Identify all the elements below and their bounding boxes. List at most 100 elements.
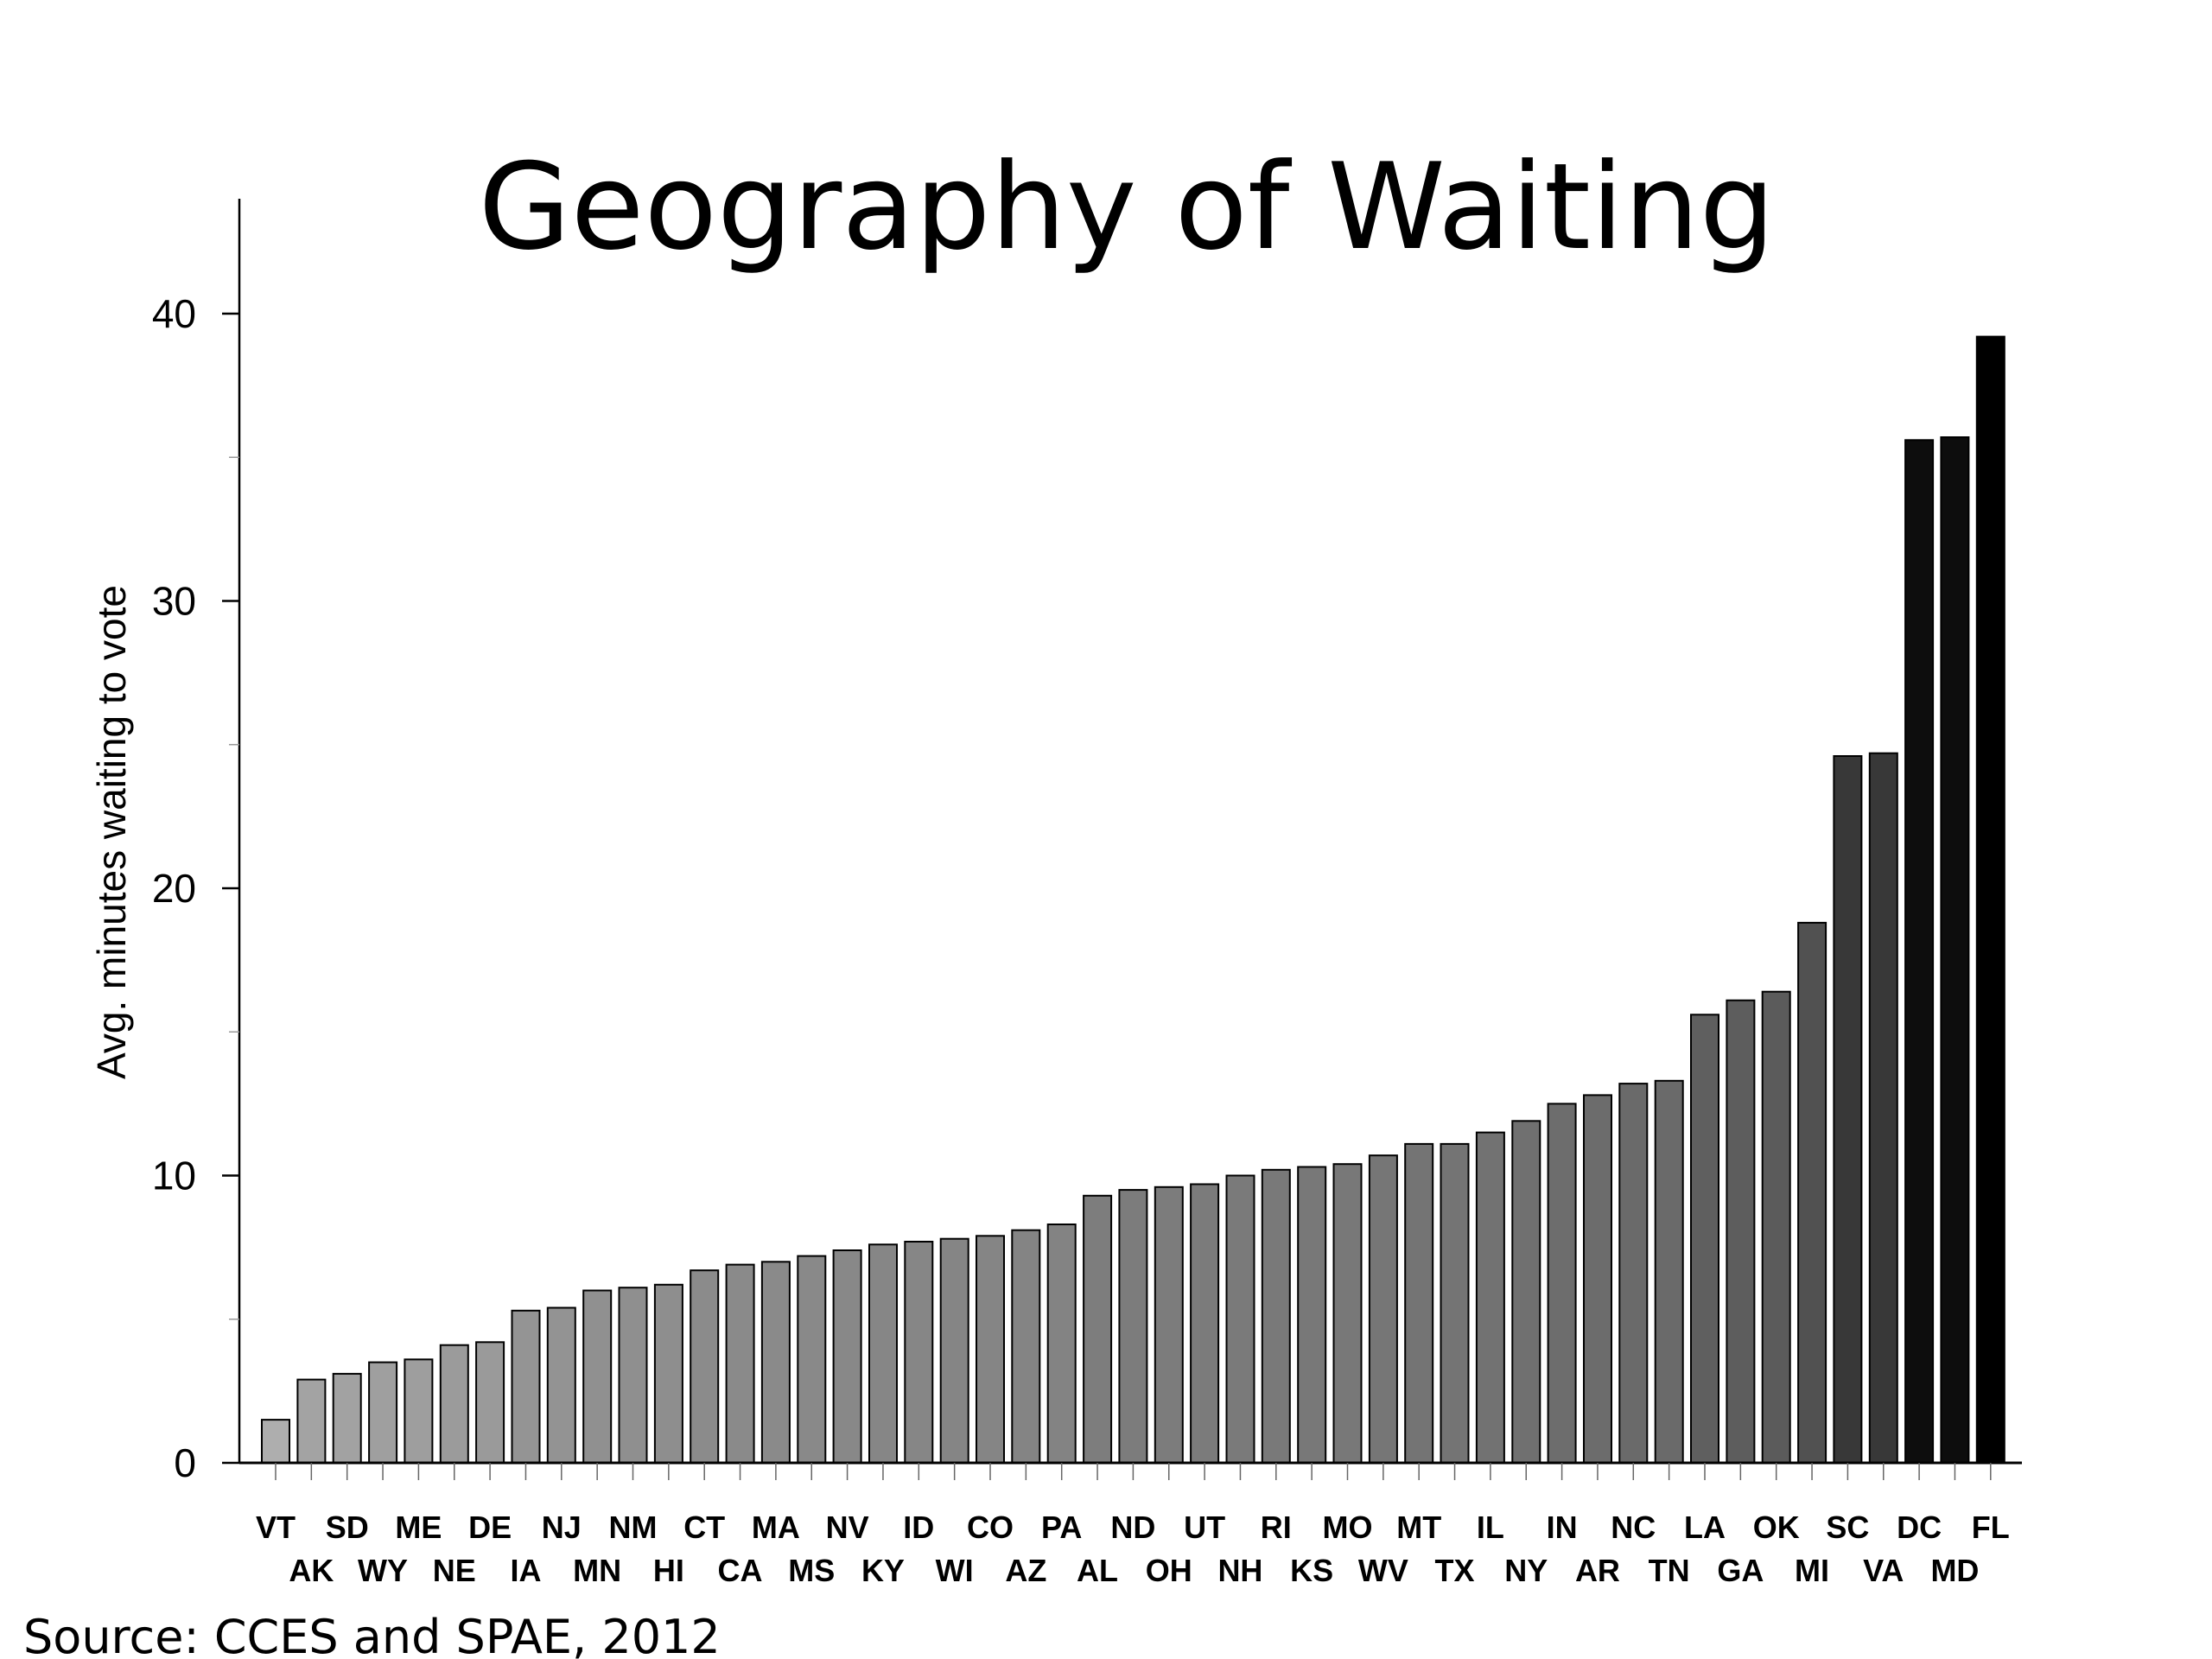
- y-tick-label: 10: [152, 1154, 196, 1198]
- bar-hi: [653, 1283, 683, 1465]
- bar-mn: [582, 1289, 613, 1464]
- bar-va: [1868, 752, 1898, 1464]
- bar-nh: [1225, 1174, 1255, 1464]
- y-axis: 0 10 20 30 40: [152, 199, 241, 1485]
- bar-tn: [1654, 1079, 1684, 1465]
- x-tick-label: TX: [1435, 1553, 1475, 1588]
- bar-me: [404, 1358, 434, 1465]
- bar-il: [1475, 1131, 1505, 1464]
- bar-nd: [1118, 1189, 1148, 1464]
- x-tick-label: DC: [1897, 1510, 1942, 1545]
- x-tick-label: GA: [1717, 1553, 1764, 1588]
- x-tick-label: MN: [573, 1553, 621, 1588]
- x-tick-label: AZ: [1005, 1553, 1046, 1588]
- x-tick-label: VT: [256, 1510, 296, 1545]
- bar-dc: [1904, 439, 1935, 1464]
- x-tick-label: CA: [718, 1553, 763, 1588]
- x-tick-label: ND: [1110, 1510, 1155, 1545]
- bar-ok: [1761, 990, 1791, 1464]
- y-tick-label: 40: [152, 291, 196, 336]
- x-tick-label: NJ: [542, 1510, 582, 1545]
- x-tick-label: PA: [1041, 1510, 1082, 1545]
- x-tick-label: AK: [289, 1553, 334, 1588]
- x-tick-label: OK: [1753, 1510, 1800, 1545]
- bar-ny: [1511, 1120, 1541, 1465]
- slide-title: Geography of Waiting: [479, 137, 1776, 276]
- bar-ct: [690, 1269, 720, 1464]
- x-tick-label: IL: [1477, 1510, 1504, 1545]
- bar-ky: [868, 1243, 898, 1465]
- bar-sd: [332, 1372, 362, 1465]
- bar-mo: [1332, 1163, 1363, 1464]
- bar-az: [1011, 1229, 1041, 1464]
- bar-nm: [618, 1287, 648, 1464]
- x-tick-label: WV: [1358, 1553, 1408, 1588]
- y-tick-label: 20: [152, 866, 196, 911]
- bar-ks: [1297, 1166, 1327, 1464]
- x-tick-label: NM: [609, 1510, 658, 1545]
- x-tick-label: RI: [1261, 1510, 1292, 1545]
- x-tick-label: MT: [1396, 1510, 1441, 1545]
- bar-ms: [797, 1255, 827, 1464]
- x-tick-label: NC: [1611, 1510, 1656, 1545]
- x-tick-label: FL: [1972, 1510, 2010, 1545]
- bar-id: [904, 1241, 934, 1464]
- bar-wy: [368, 1361, 398, 1464]
- x-tick-label: NV: [826, 1510, 869, 1545]
- bar-oh: [1154, 1185, 1184, 1465]
- x-tick-label: TN: [1649, 1553, 1690, 1588]
- bar-ak: [296, 1378, 327, 1464]
- bar-de: [475, 1341, 505, 1465]
- x-tick-label: CT: [683, 1510, 725, 1545]
- x-tick-label: ID: [903, 1510, 934, 1545]
- bar-sc: [1833, 755, 1863, 1464]
- x-tick-label: OH: [1146, 1553, 1192, 1588]
- bar-ne: [439, 1344, 469, 1464]
- x-tick-label: ME: [395, 1510, 442, 1545]
- bar-ma: [760, 1261, 791, 1465]
- x-tick-label: MO: [1323, 1510, 1373, 1545]
- bar-nc: [1618, 1083, 1649, 1464]
- bar-tx: [1440, 1142, 1470, 1465]
- x-tick-label: DE: [468, 1510, 512, 1545]
- bar-mt: [1404, 1142, 1434, 1465]
- bar-pa: [1046, 1224, 1077, 1464]
- bar-la: [1690, 1014, 1719, 1465]
- bar-wi: [939, 1237, 969, 1464]
- bar-md: [1940, 436, 1970, 1464]
- bar-al: [1083, 1194, 1113, 1465]
- x-tick-label: IA: [510, 1553, 541, 1588]
- x-tick-label: AR: [1575, 1553, 1620, 1588]
- bar-ca: [725, 1263, 755, 1464]
- bar-in: [1547, 1103, 1577, 1465]
- y-axis-label: Avg. minutes waiting to vote: [89, 585, 134, 1079]
- x-tick-label: NH: [1217, 1553, 1262, 1588]
- bar-mi: [1797, 921, 1827, 1464]
- bar-ut: [1190, 1183, 1220, 1464]
- x-tick-label: HI: [653, 1553, 684, 1588]
- bar-fl: [1975, 335, 2005, 1465]
- source-note: Source: CCES and SPAE, 2012: [23, 1610, 721, 1659]
- bar-vt: [261, 1419, 290, 1464]
- x-tick-label: WY: [358, 1553, 408, 1588]
- bar-ar: [1583, 1094, 1612, 1465]
- x-tick-label: LA: [1684, 1510, 1726, 1545]
- bar-ia: [511, 1309, 541, 1465]
- x-tick-label: AL: [1077, 1553, 1118, 1588]
- bar-nj: [546, 1306, 576, 1464]
- y-tick-label: 0: [174, 1440, 196, 1485]
- x-tick-label: NY: [1504, 1553, 1548, 1588]
- x-tick-label: NE: [433, 1553, 476, 1588]
- x-tick-label: UT: [1184, 1510, 1225, 1545]
- x-tick-label: IN: [1547, 1510, 1578, 1545]
- x-tick-label: KS: [1290, 1553, 1333, 1588]
- x-tick-label: WI: [936, 1553, 974, 1588]
- x-tick-label: VA: [1863, 1553, 1904, 1588]
- bar-wv: [1368, 1154, 1398, 1464]
- bar-ri: [1261, 1168, 1291, 1465]
- bar-ga: [1726, 999, 1756, 1464]
- y-tick-label: 30: [152, 579, 196, 624]
